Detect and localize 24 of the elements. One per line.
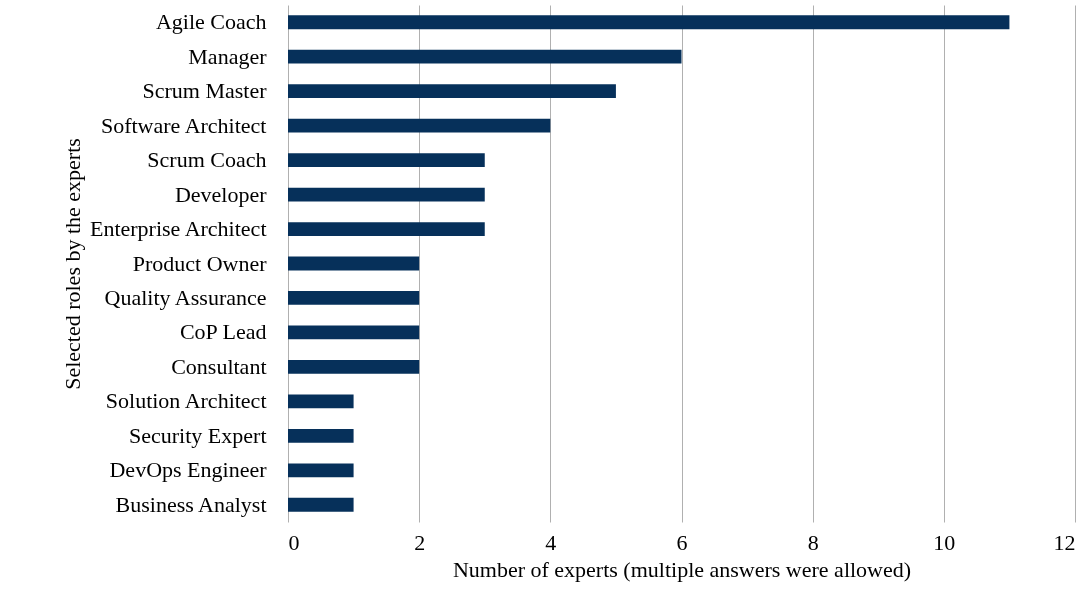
y-tick-label: Product Owner bbox=[132, 250, 268, 276]
x-tick-label: 12 bbox=[1053, 529, 1076, 555]
x-tick-label: 6 bbox=[676, 529, 688, 555]
y-tick-label: CoP Lead bbox=[179, 319, 267, 345]
y-tick-label: Manager bbox=[188, 43, 268, 69]
x-tick-label: 4 bbox=[545, 529, 557, 555]
y-tick-label: Security Expert bbox=[129, 422, 267, 448]
x-tick-label: 2 bbox=[414, 529, 426, 555]
y-tick-label: Business Analyst bbox=[115, 491, 267, 517]
y-tick-label: Developer bbox=[174, 181, 268, 207]
y-tick-label: Agile Coach bbox=[155, 9, 267, 35]
y-axis-title: Selected roles by the experts bbox=[59, 138, 85, 390]
y-tick-label: Quality Assurance bbox=[104, 284, 267, 310]
y-tick-label: Software Architect bbox=[100, 112, 267, 138]
x-tick-label: 8 bbox=[807, 529, 819, 555]
y-tick-label: Solution Architect bbox=[105, 388, 267, 414]
y-tick-label: Consultant bbox=[171, 353, 267, 379]
x-tick-label: 10 bbox=[933, 529, 956, 555]
x-axis-title: Number of experts (multiple answers were allowed) bbox=[452, 556, 912, 582]
y-tick-label: Scrum Coach bbox=[147, 147, 267, 173]
x-tick-label: 0 bbox=[288, 529, 300, 555]
y-tick-label: DevOps Engineer bbox=[109, 457, 268, 483]
y-tick-label: Scrum Master bbox=[142, 78, 268, 104]
y-tick-label: Enterprise Architect bbox=[89, 216, 267, 242]
